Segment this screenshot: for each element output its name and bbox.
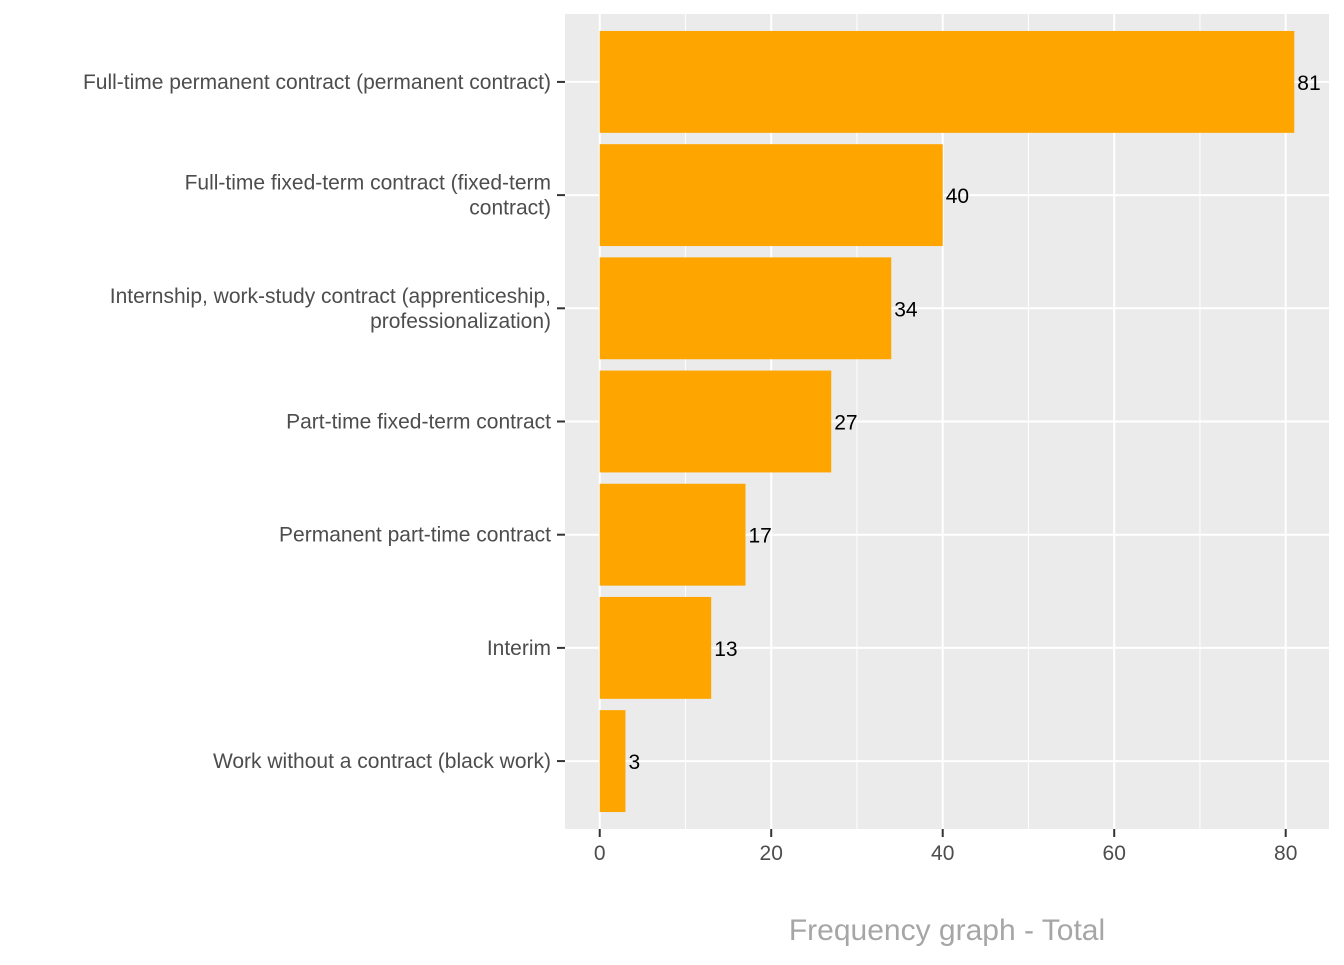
y-tick-label: Part-time fixed-term contract [286,411,551,434]
data-label: 3 [628,751,640,774]
data-label: 13 [714,638,737,661]
x-tick-label: 0 [594,842,606,865]
y-tick-label: Full-time permanent contract (permanent … [83,71,551,94]
y-tick-label: Internship, work-study contract (apprent… [110,285,551,308]
bar [599,257,892,360]
data-label: 34 [894,298,918,321]
y-tick-label: contract) [469,197,551,220]
chart-title: Frequency graph - Total [789,914,1105,947]
y-tick-label: Work without a contract (black work) [213,750,551,773]
y-tick-label: professionalization) [370,310,551,333]
y-tick-label: Full-time fixed-term contract (fixed-ter… [185,172,551,195]
x-tick-label: 60 [1103,842,1126,865]
bar [599,370,832,473]
x-tick-label: 80 [1274,842,1297,865]
data-label: 40 [946,185,969,208]
bar [599,483,746,586]
data-label: 81 [1297,72,1320,95]
x-tick-label: 20 [760,842,783,865]
bar [599,710,626,813]
y-tick-label: Interim [487,637,551,660]
x-tick-label: 40 [931,842,954,865]
data-label: 27 [834,412,857,435]
bar [599,596,712,699]
y-tick-label: Permanent part-time contract [279,524,551,547]
data-label: 17 [748,525,771,548]
bar [599,30,1295,133]
bar [599,144,943,247]
